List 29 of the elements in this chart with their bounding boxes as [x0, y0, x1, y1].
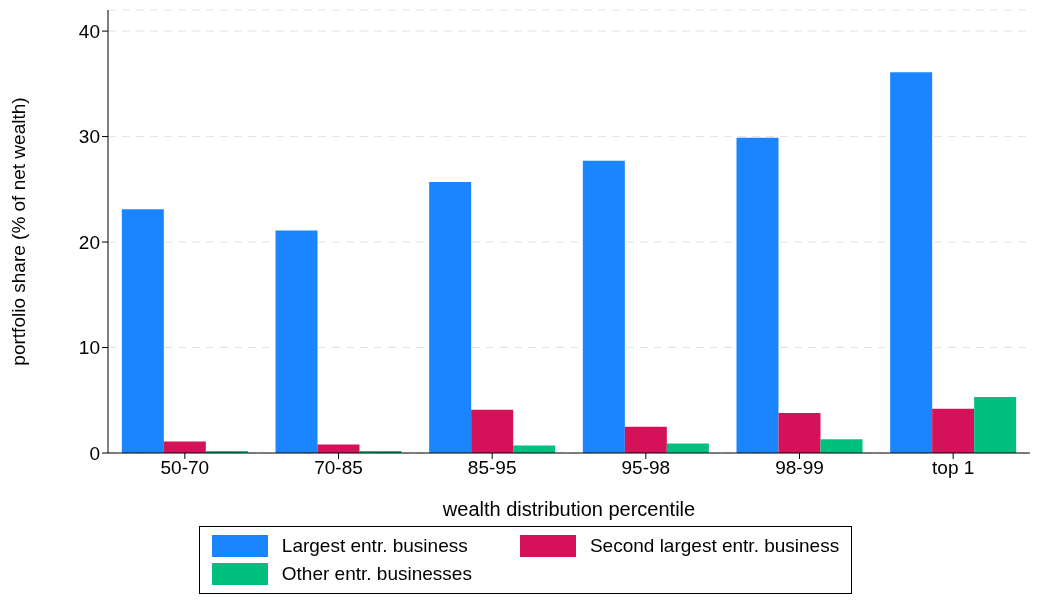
x-tick-label: top 1	[932, 457, 975, 479]
legend-label: Other entr. businesses	[281, 563, 472, 585]
bar	[890, 72, 933, 453]
y-tick-label: 20	[78, 231, 100, 253]
bar	[163, 441, 206, 453]
y-axis-title: portfolio share (% of net wealth)	[7, 97, 29, 366]
bar	[582, 160, 625, 453]
y-tick-label: 40	[78, 20, 100, 42]
y-tick-label: 10	[78, 337, 100, 359]
legend-label: Second largest entr. business	[589, 535, 840, 557]
bar	[932, 408, 975, 453]
bar	[778, 412, 821, 453]
bar	[974, 397, 1017, 453]
x-axis-title: wealth distribution percentile	[441, 498, 696, 520]
bar	[736, 137, 779, 453]
x-tick-label: 70-85	[314, 457, 363, 479]
x-tick-label: 85-95	[467, 457, 517, 479]
bar	[820, 439, 863, 453]
bar	[121, 209, 164, 453]
bar	[275, 230, 318, 453]
y-tick-label: 0	[89, 442, 100, 464]
bar	[624, 426, 667, 453]
x-tick-label: 95-98	[621, 457, 671, 479]
bar	[471, 409, 514, 453]
bar	[429, 181, 472, 453]
legend-label: Largest entr. business	[281, 535, 468, 557]
x-tick-label: 50-70	[160, 457, 210, 479]
x-tick-label: 98-99	[775, 457, 824, 479]
y-tick-label: 30	[78, 126, 100, 148]
